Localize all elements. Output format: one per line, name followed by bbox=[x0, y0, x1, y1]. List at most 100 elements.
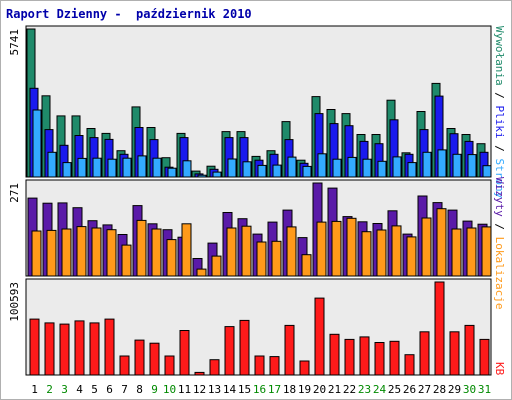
x-tick-day-31: 31 bbox=[478, 383, 491, 396]
bar-kb-day-31 bbox=[479, 338, 490, 376]
y-tick-labels: 5741 271 100593 bbox=[8, 29, 21, 322]
bar-kb-day-19 bbox=[299, 360, 310, 376]
bar-strony-day-6 bbox=[107, 158, 117, 178]
bar-kb-day-12 bbox=[194, 371, 205, 376]
x-tick-day-8: 8 bbox=[136, 383, 143, 396]
bar-strony-day-15 bbox=[242, 161, 252, 178]
bar-kb-day-17 bbox=[269, 356, 280, 376]
bar-strony-day-13 bbox=[212, 171, 222, 178]
bar-kb-day-25 bbox=[389, 340, 400, 376]
bar-lokalizacje-day-30 bbox=[466, 227, 477, 277]
bar-strony-day-29 bbox=[452, 153, 462, 178]
bar-kb-day-7 bbox=[119, 355, 130, 376]
bar-strony-day-17 bbox=[272, 164, 282, 178]
bar-strony-day-24 bbox=[377, 160, 387, 178]
bar-strony-day-4 bbox=[77, 157, 87, 178]
legend-wizyty: Wizyty bbox=[493, 177, 506, 217]
bar-lokalizacje-day-19 bbox=[301, 254, 312, 277]
bar-lokalizacje-day-22 bbox=[346, 217, 357, 277]
legend-pliki: Pliki bbox=[493, 105, 506, 138]
x-tick-day-14: 14 bbox=[223, 383, 237, 396]
bar-lokalizacje-day-21 bbox=[331, 220, 342, 277]
bar-strony-day-9 bbox=[152, 157, 162, 178]
x-tick-day-9: 9 bbox=[151, 383, 158, 396]
bar-kb-day-2 bbox=[44, 322, 55, 376]
x-tick-day-25: 25 bbox=[388, 383, 401, 396]
bar-kb-day-8 bbox=[134, 339, 145, 376]
legend-sep: / bbox=[493, 217, 506, 237]
x-tick-day-16: 16 bbox=[253, 383, 266, 396]
bar-lokalizacje-day-20 bbox=[316, 221, 327, 277]
bar-lokalizacje-day-13 bbox=[211, 255, 222, 277]
bar-lokalizacje-day-15 bbox=[241, 225, 252, 277]
bar-lokalizacje-day-5 bbox=[91, 227, 102, 277]
bar-strony-day-22 bbox=[347, 156, 357, 178]
x-tick-day-30: 30 bbox=[463, 383, 476, 396]
bar-kb-day-10 bbox=[164, 355, 175, 376]
bar-strony-day-20 bbox=[317, 153, 327, 178]
bar-kb-day-27 bbox=[419, 331, 430, 376]
bar-lokalizacje-day-12 bbox=[196, 268, 207, 277]
bar-strony-day-8 bbox=[137, 155, 147, 178]
x-tick-day-3: 3 bbox=[61, 383, 68, 396]
bar-kb-day-20 bbox=[314, 297, 325, 376]
legend-visits-panel: Wizyty / Lokalizacje bbox=[493, 177, 506, 309]
bar-lokalizacje-day-1 bbox=[31, 230, 42, 277]
bar-kb-day-18 bbox=[284, 324, 295, 376]
bar-strony-day-3 bbox=[62, 162, 72, 178]
x-tick-day-26: 26 bbox=[403, 383, 416, 396]
y-max-label-kb: 100593 bbox=[8, 282, 21, 322]
bar-strony-day-12 bbox=[197, 174, 207, 178]
bar-kb-day-16 bbox=[254, 355, 265, 376]
bar-lokalizacje-day-4 bbox=[76, 226, 87, 277]
x-tick-day-10: 10 bbox=[163, 383, 176, 396]
bar-strony-day-31 bbox=[482, 165, 492, 178]
x-tick-day-5: 5 bbox=[91, 383, 98, 396]
x-tick-day-23: 23 bbox=[358, 383, 371, 396]
x-tick-day-13: 13 bbox=[208, 383, 221, 396]
legend-kb: KB bbox=[493, 362, 506, 376]
bar-kb-day-5 bbox=[89, 322, 100, 376]
x-tick-day-22: 22 bbox=[343, 383, 356, 396]
legend-hits-panel: Wywołania / Pliki / Strony bbox=[493, 26, 506, 199]
x-tick-day-15: 15 bbox=[238, 383, 251, 396]
bar-strony-day-21 bbox=[332, 158, 342, 178]
bar-kb-day-22 bbox=[344, 338, 355, 376]
x-tick-day-7: 7 bbox=[121, 383, 128, 396]
x-tick-day-21: 21 bbox=[328, 383, 341, 396]
bar-strony-day-10 bbox=[167, 167, 177, 178]
bar-strony-day-5 bbox=[92, 157, 102, 178]
bar-strony-day-23 bbox=[362, 158, 372, 178]
bar-strony-day-7 bbox=[122, 157, 132, 178]
bar-strony-day-1 bbox=[32, 109, 42, 178]
x-tick-day-1: 1 bbox=[31, 383, 38, 396]
y-max-label-visits: 271 bbox=[8, 183, 21, 203]
bar-strony-day-30 bbox=[467, 154, 477, 178]
bar-kb-day-11 bbox=[179, 330, 190, 376]
page-title: Raport Dzienny - październik 2010 bbox=[6, 7, 252, 21]
x-tick-day-4: 4 bbox=[76, 383, 83, 396]
bar-kb-day-14 bbox=[224, 326, 235, 376]
bar-kb-day-24 bbox=[374, 342, 385, 376]
bar-kb-day-3 bbox=[59, 323, 70, 376]
bar-kb-day-23 bbox=[359, 336, 370, 376]
x-tick-labels: 1 2 3 4 5 6 7 8 9 10 11 12 13 14 15 16 17 18 19 20 21 22 23 24 2… bbox=[31, 383, 491, 396]
bar-lokalizacje-day-11 bbox=[181, 223, 192, 277]
bar-lokalizacje-day-16 bbox=[256, 241, 267, 277]
x-tick-day-2: 2 bbox=[46, 383, 53, 396]
bar-kb-day-15 bbox=[239, 319, 250, 376]
legend-wywolania: Wywołania bbox=[493, 26, 506, 86]
bar-strony-day-18 bbox=[287, 156, 297, 178]
bar-lokalizacje-day-2 bbox=[46, 229, 57, 277]
x-tick-day-17: 17 bbox=[268, 383, 281, 396]
bar-lokalizacje-day-8 bbox=[136, 219, 147, 277]
bar-kb-day-26 bbox=[404, 354, 415, 376]
bar-lokalizacje-day-26 bbox=[406, 236, 417, 277]
bar-strony-day-27 bbox=[422, 151, 432, 178]
x-tick-day-11: 11 bbox=[178, 383, 191, 396]
bar-kb-day-1 bbox=[29, 318, 40, 376]
bar-strony-day-16 bbox=[257, 164, 267, 178]
bar-lokalizacje-day-3 bbox=[61, 228, 72, 277]
